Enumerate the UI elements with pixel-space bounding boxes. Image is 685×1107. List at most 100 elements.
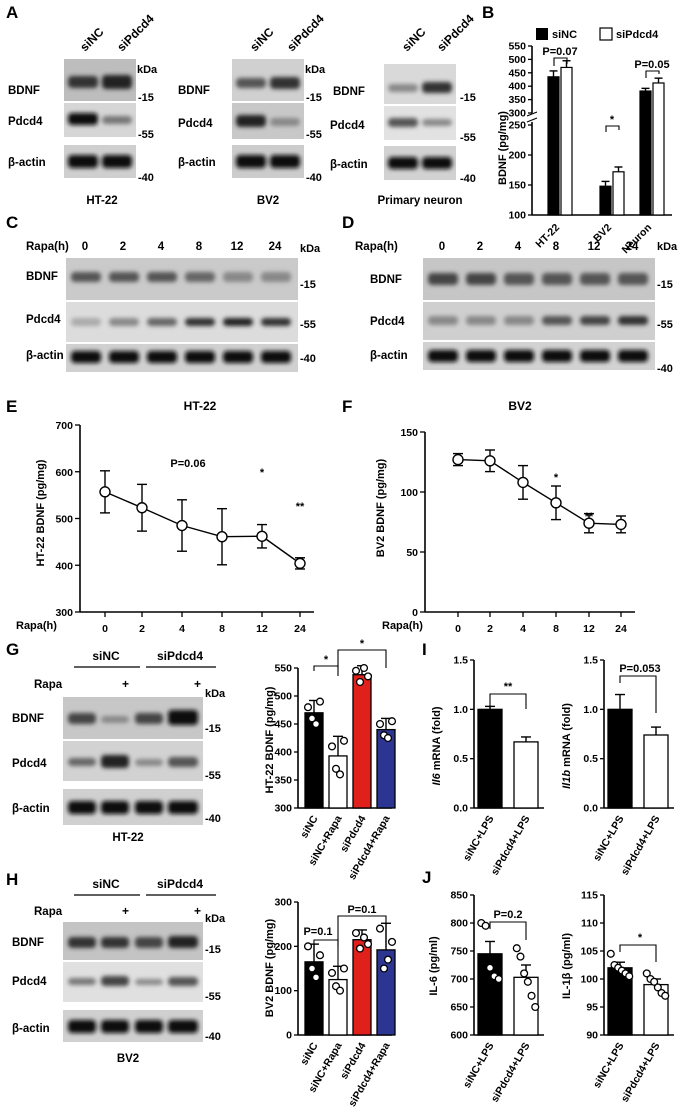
time-label: 24 <box>626 241 639 253</box>
kda-marker: -40 <box>657 363 673 375</box>
y-tick-label: 400 <box>508 81 526 93</box>
bar-siPdcd4 <box>560 66 573 216</box>
chart-g: 300350400450500550siNCsiNC+RapasiPdcd4si… <box>274 638 397 882</box>
band-label: BDNF <box>12 713 44 725</box>
data-point <box>615 518 627 531</box>
y-tick-label: 750 <box>450 946 468 958</box>
x-tick-label: 24 <box>615 623 627 635</box>
data-point <box>216 531 228 543</box>
panel-label-h: H <box>6 870 18 889</box>
axis-label-h: BV2 BDNF (pg/mg) <box>264 918 276 1017</box>
y-tick-label: 350 <box>508 94 526 106</box>
data-point <box>517 476 529 489</box>
group-label: siNC <box>92 649 120 663</box>
data-point <box>303 942 313 951</box>
y-tick-label: 650 <box>450 1002 468 1014</box>
y-tick-label: 95 <box>586 1002 598 1014</box>
y-tick-label: 250 <box>508 120 526 132</box>
band <box>147 318 177 326</box>
time-label: 12 <box>588 241 601 253</box>
kda-marker: -55 <box>460 132 476 144</box>
data-point <box>311 973 321 982</box>
blot-a-bv2: siNC siPdcd4 kDa BDNF Pdcd4 β-actin -15 … <box>178 11 327 207</box>
data-point <box>550 497 562 509</box>
x-tick-label: 2 <box>487 623 493 635</box>
data-point <box>494 974 503 984</box>
rapa-label: Rapa <box>34 906 63 918</box>
sig-bracket <box>489 921 527 940</box>
data-point <box>606 949 615 958</box>
band <box>504 316 534 325</box>
x-axis-label-f: Rapa(h) <box>382 620 423 632</box>
data-point <box>315 697 325 706</box>
chart-title-f: BV2 <box>508 399 532 413</box>
chart-h: 0100200300siNCsiNC+RapasiPdcd4siPdcd4+Ra… <box>274 897 397 1107</box>
series-line <box>104 491 301 564</box>
y-tick-label: 350 <box>274 775 292 787</box>
band <box>618 350 648 362</box>
panel-label-g: G <box>6 640 19 659</box>
y-tick-label: 500 <box>508 54 526 66</box>
data-point <box>351 666 361 675</box>
band <box>504 273 534 285</box>
data-point <box>315 951 325 960</box>
plus-sign: + <box>194 904 201 918</box>
band <box>109 272 139 282</box>
band-label: β-actin <box>12 803 50 815</box>
band-label: β-actin <box>8 157 46 169</box>
cell-label: HT-22 <box>86 195 117 207</box>
data-point <box>387 937 397 946</box>
time-label: 0 <box>439 241 445 253</box>
annotation: * <box>360 638 365 650</box>
data-point <box>351 928 361 938</box>
axis-label-i2: Il1b mRNA (fold) <box>561 703 573 789</box>
blot-g: siNC siPdcd4 Rapa + + kDa BDNF Pdcd4 β-a… <box>12 649 226 844</box>
time-label: 8 <box>196 241 203 253</box>
x-tick-label: siNC+LPS <box>591 1041 627 1091</box>
bar-siNC <box>599 185 612 216</box>
data-point <box>383 733 393 743</box>
y-tick-label: 0 <box>412 607 418 619</box>
data-point <box>650 977 659 986</box>
annotation: P=0.1 <box>347 904 376 916</box>
data-point <box>359 933 369 942</box>
data-point <box>531 1002 540 1012</box>
rapa-label: Rapa(h) <box>26 241 69 253</box>
sig-bracket <box>553 57 568 66</box>
time-label: 4 <box>515 241 522 253</box>
band <box>185 272 215 282</box>
bar-siPdcd4 <box>612 171 625 216</box>
x-tick-label: siNC <box>298 1040 321 1067</box>
x-tick-label: 4 <box>520 623 526 635</box>
annotation: * <box>610 114 615 126</box>
data-point <box>339 964 349 973</box>
blot-strip <box>423 342 655 370</box>
y-tick-label: 1.5 <box>453 655 468 667</box>
kda-marker: -15 <box>205 944 221 956</box>
sig-bracket <box>605 125 620 132</box>
y-tick-label: 600 <box>55 467 73 479</box>
y-tick-label: 100 <box>274 985 292 997</box>
blot-a-ht22: siNC siPdcd4 kDa BDNF Pdcd4 β-actin -15 … <box>8 11 158 207</box>
y-tick-label: 0.5 <box>583 753 598 765</box>
blot-a-neuron: siNC siPdcd4 BDNF Pdcd4 β-actin -15 -55 … <box>330 11 477 207</box>
data-point <box>331 764 341 773</box>
axis-break <box>526 117 538 123</box>
y-tick-label: 300 <box>274 803 292 815</box>
group-label: siPdcd4 <box>157 649 203 663</box>
sig-bracket <box>619 675 657 713</box>
band-label: Pdcd4 <box>330 120 365 132</box>
plus-sign: + <box>122 677 129 691</box>
y-tick-label: 150 <box>400 427 418 439</box>
blot-h: siNC siPdcd4 Rapa + + BDNF Pdcd4 β-actin… <box>12 877 226 1065</box>
annotation: P=0.2 <box>493 909 522 921</box>
y-tick-label: 400 <box>274 747 292 759</box>
kda-marker: -15 <box>300 279 316 291</box>
panel-label-a: A <box>6 3 18 22</box>
kda-marker: -15 <box>306 92 322 104</box>
data-point <box>383 955 393 964</box>
x-tick-label: siPdcd4+LPS <box>619 1041 663 1105</box>
